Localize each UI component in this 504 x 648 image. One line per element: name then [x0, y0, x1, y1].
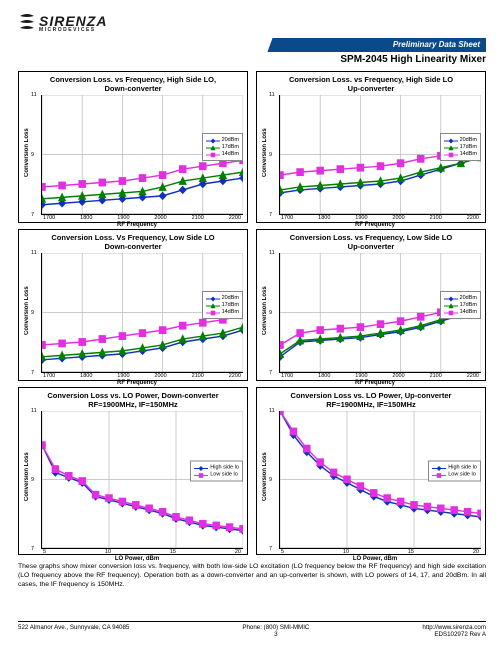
legend-item: 20dBm [444, 295, 477, 301]
footer-center: Phone: (800) SMI-MMIC 3 [242, 624, 309, 638]
chart-title: Conversion Loss. vs Frequency, High Side… [23, 76, 243, 93]
x-axis-label: RF Frequency [269, 380, 481, 386]
y-axis-label: Conversion Loss [23, 253, 31, 369]
x-axis-label: RF Frequency [31, 222, 243, 228]
chart-title: Conversion Loss vs. LO Power, Up-convert… [261, 392, 481, 409]
y-axis-label: Conversion Loss [261, 253, 269, 369]
logo-name: SIRENZA [39, 14, 107, 28]
legend-item: High side lo [194, 465, 239, 471]
x-ticks: 5101520 [279, 549, 481, 555]
logo-sub: MICRODEVICES [39, 28, 107, 33]
logo: SIRENZA MICRODEVICES [18, 12, 107, 34]
chart-title: Conversion Loss. vs Frequency, Low Side … [261, 234, 481, 251]
chart-title: Conversion Loss. vs Frequency, High Side… [261, 76, 481, 93]
legend-item: 17dBm [206, 144, 239, 150]
y-axis-label: Conversion Loss [23, 95, 31, 211]
footer: 522 Almanor Ave., Sunnyvale, CA 94085 Ph… [18, 621, 486, 638]
legend-item: 14dBm [206, 309, 239, 315]
legend: 20dBm17dBm14dBm [202, 133, 243, 161]
x-ticks: 170018001900200021002200 [279, 215, 481, 221]
x-axis-label: RF Frequency [269, 222, 481, 228]
x-ticks: 170018001900200021002200 [279, 373, 481, 379]
logo-row: SIRENZA MICRODEVICES [18, 12, 486, 34]
legend-item: Low side lo [432, 472, 477, 478]
description-text: These graphs show mixer conversion loss … [18, 563, 486, 589]
x-ticks: 170018001900200021002200 [41, 373, 243, 379]
product-title: SPM-2045 High Linearity Mixer [18, 54, 486, 65]
x-ticks: 170018001900200021002200 [41, 215, 243, 221]
legend-item: High side lo [432, 465, 477, 471]
chart-box: Conversion Loss. Vs Frequency, Low Side … [18, 229, 248, 381]
legend: 20dBm17dBm14dBm [440, 133, 481, 161]
legend-item: 17dBm [444, 144, 477, 150]
legend-item: 14dBm [444, 309, 477, 315]
chart-box: Conversion Loss vs. LO Power, Up-convert… [256, 387, 486, 555]
footer-left: 522 Almanor Ave., Sunnyvale, CA 94085 [18, 624, 129, 638]
chart-box: Conversion Loss. vs Frequency, Low Side … [256, 229, 486, 381]
y-axis-label: Conversion Loss [261, 411, 269, 543]
y-axis-label: Conversion Loss [23, 411, 31, 543]
charts-grid: Conversion Loss. vs Frequency, High Side… [18, 71, 486, 555]
x-axis-label: LO Power, dBm [31, 556, 243, 562]
x-axis-label: RF Frequency [31, 380, 243, 386]
legend: 20dBm17dBm14dBm [202, 291, 243, 319]
chart-box: Conversion Loss vs. LO Power, Down-conve… [18, 387, 248, 555]
legend-item: 14dBm [444, 151, 477, 157]
x-ticks: 5101520 [41, 549, 243, 555]
legend-item: 14dBm [206, 151, 239, 157]
x-axis-label: LO Power, dBm [269, 556, 481, 562]
legend: High side loLow side lo [190, 461, 243, 482]
legend-item: Low side lo [194, 472, 239, 478]
legend-item: 20dBm [206, 137, 239, 143]
chart-box: Conversion Loss. vs Frequency, High Side… [256, 71, 486, 223]
logo-icon [18, 12, 36, 34]
chart-title: Conversion Loss vs. LO Power, Down-conve… [23, 392, 243, 409]
legend-item: 20dBm [206, 295, 239, 301]
legend-item: 17dBm [444, 302, 477, 308]
legend: High side loLow side lo [428, 461, 481, 482]
chart-title: Conversion Loss. Vs Frequency, Low Side … [23, 234, 243, 251]
footer-right: http://www.sirenza.com EDS102972 Rev A [422, 624, 486, 638]
legend: 20dBm17dBm14dBm [440, 291, 481, 319]
y-axis-label: Conversion Loss [261, 95, 269, 211]
prelim-label: Preliminary Data Sheet [393, 38, 480, 52]
chart-box: Conversion Loss. vs Frequency, High Side… [18, 71, 248, 223]
legend-item: 20dBm [444, 137, 477, 143]
title-bar: Preliminary Data Sheet [18, 38, 486, 52]
legend-item: 17dBm [206, 302, 239, 308]
